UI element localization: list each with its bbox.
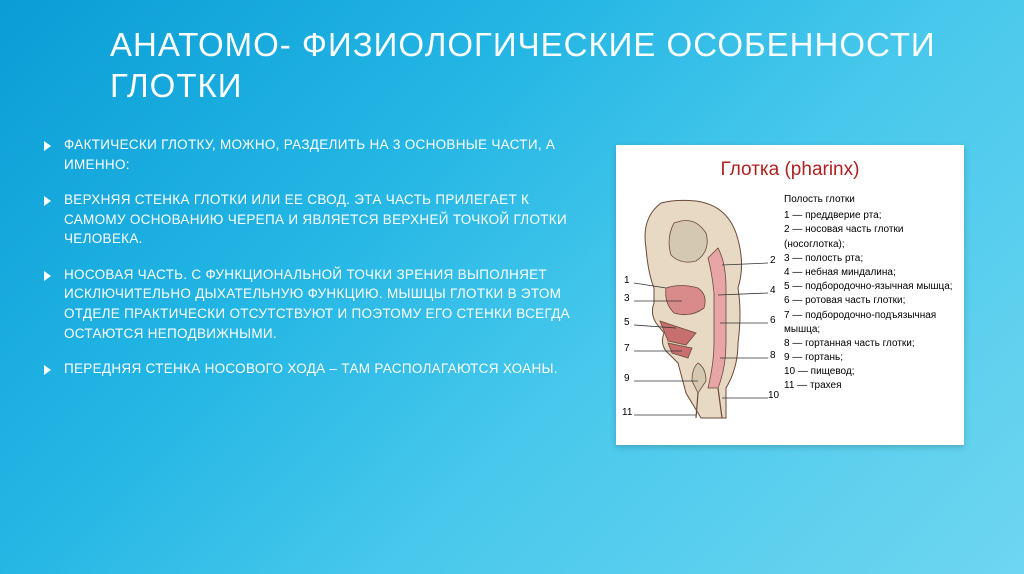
diagram-label: 1 bbox=[624, 276, 630, 286]
legend-item: 8 — гортанная часть глотки; bbox=[784, 337, 954, 351]
bullet-item: Носовая часть. С функциональной точки зр… bbox=[42, 265, 574, 343]
bullet-item: Фактически глотку, можно, разделить на 3… bbox=[42, 135, 574, 174]
diagram-label: 9 bbox=[624, 374, 630, 384]
anatomy-figure: Глотка (pharinx) bbox=[616, 145, 964, 445]
diagram-label: 3 bbox=[624, 294, 630, 304]
slide-title: АНАТОМО- ФИЗИОЛОГИЧЕСКИЕ ОСОБЕННОСТИ ГЛО… bbox=[110, 24, 964, 107]
figure-title: Глотка (pharinx) bbox=[626, 159, 954, 181]
diagram-label: 11 bbox=[622, 408, 632, 418]
bullet-item: Передняя стенка носового хода – там расп… bbox=[42, 359, 574, 379]
legend-item: 7 — подбородочно-подъязычная мышца; bbox=[784, 309, 954, 337]
legend-item: 1 — преддверие рта; bbox=[784, 209, 954, 223]
diagram-label: 6 bbox=[770, 316, 776, 326]
slide: АНАТОМО- ФИЗИОЛОГИЧЕСКИЕ ОСОБЕННОСТИ ГЛО… bbox=[0, 0, 1024, 574]
pharynx-diagram: 1 3 5 7 9 11 2 4 6 8 10 bbox=[626, 193, 776, 423]
bullet-list: Фактически глотку, можно, разделить на 3… bbox=[42, 135, 574, 379]
diagram-label: 5 bbox=[624, 318, 630, 328]
legend-item: 4 — небная миндалина; bbox=[784, 266, 954, 280]
diagram-label: 4 bbox=[770, 286, 776, 296]
diagram-label: 7 bbox=[624, 344, 630, 354]
legend-caption: Полость глотки bbox=[784, 193, 954, 207]
legend-item: 10 — пищевод; bbox=[784, 365, 954, 379]
figure-legend: Полость глотки 1 — преддверие рта; 2 — н… bbox=[784, 193, 954, 423]
legend-item: 3 — полость рта; bbox=[784, 252, 954, 266]
slide-body: Фактически глотку, можно, разделить на 3… bbox=[42, 135, 574, 544]
legend-item: 11 — трахея bbox=[784, 379, 954, 393]
diagram-label: 8 bbox=[770, 351, 776, 361]
legend-item: 2 — носовая часть глотки (носоглотка); bbox=[784, 223, 954, 251]
diagram-label: 2 bbox=[770, 256, 776, 266]
diagram-svg bbox=[626, 193, 776, 423]
legend-item: 6 — ротовая часть глотки; bbox=[784, 294, 954, 308]
diagram-label: 10 bbox=[768, 391, 779, 401]
legend-item: 5 — подбородочно-язычная мышца; bbox=[784, 280, 954, 294]
figure-content: 1 3 5 7 9 11 2 4 6 8 10 Полость глотки 1… bbox=[626, 193, 954, 423]
legend-item: 9 — гортань; bbox=[784, 351, 954, 365]
bullet-item: Верхняя стенка глотки или ее свод. Эта ч… bbox=[42, 190, 574, 249]
